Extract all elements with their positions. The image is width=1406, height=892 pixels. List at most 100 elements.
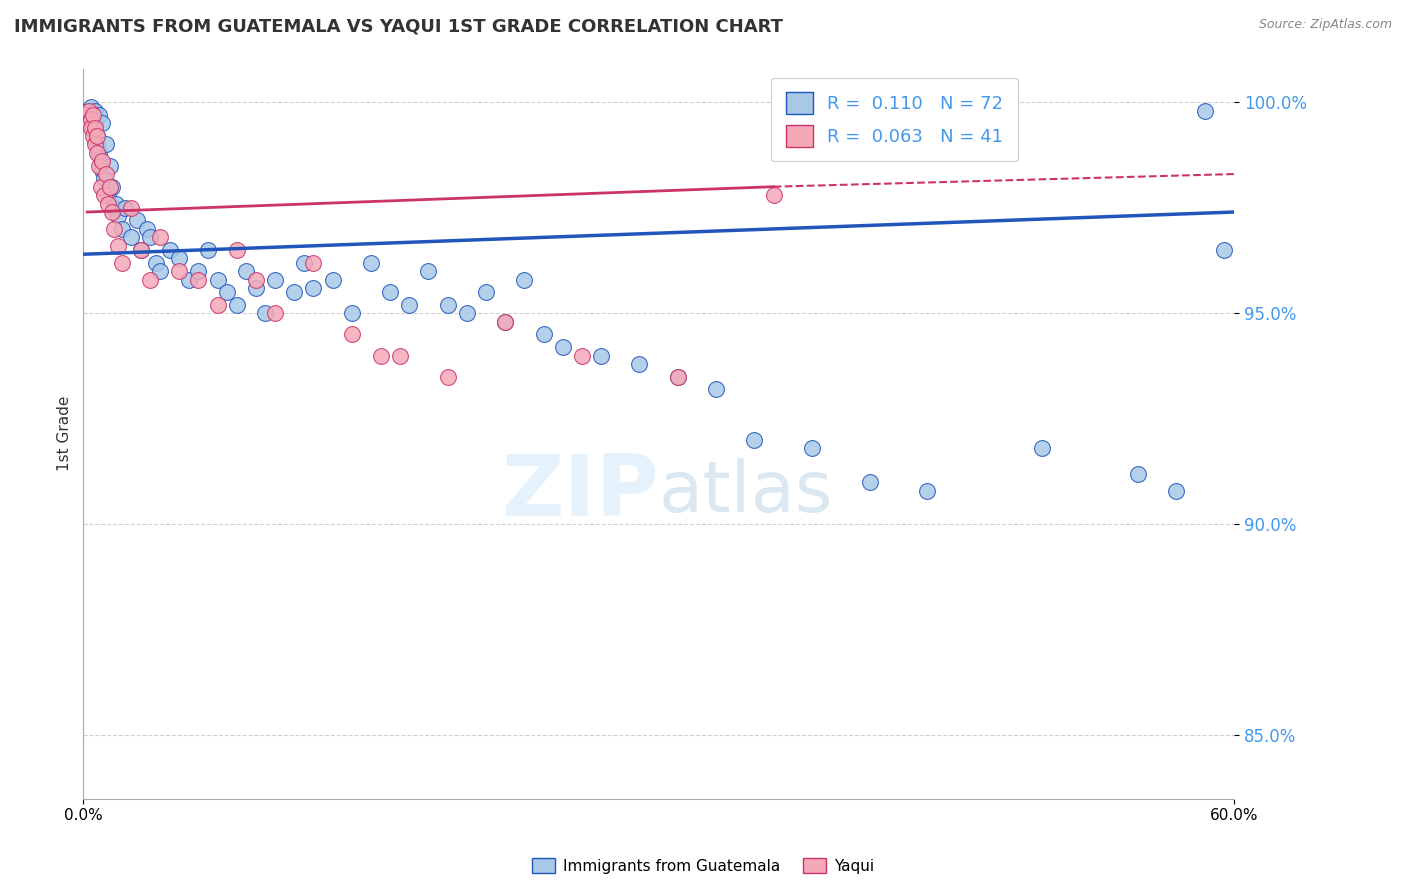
Point [1126,467,1149,481]
Point [283,285,305,300]
Point [1213,243,1236,257]
Point [82,120,104,135]
Point [494,315,516,329]
Point [666,369,689,384]
Point [149,230,172,244]
Point [83,137,105,152]
Legend: R =  0.110   N = 72, R =  0.063   N = 41: R = 0.110 N = 72, R = 0.063 N = 41 [772,78,1018,161]
Point [762,188,785,202]
Point [86,145,108,160]
Point [551,340,574,354]
Point [86,129,108,144]
Point [91,162,114,177]
Point [91,154,114,169]
Point [101,205,124,219]
Point [97,196,120,211]
Point [103,201,125,215]
Point [591,349,613,363]
Point [104,196,127,211]
Point [858,475,880,490]
Point [86,137,108,152]
Point [125,213,148,227]
Point [197,243,219,257]
Point [82,112,104,127]
Point [340,327,363,342]
Point [82,129,104,144]
Point [475,285,498,300]
Point [207,298,229,312]
Point [111,222,134,236]
Point [159,243,181,257]
Point [90,154,112,169]
Point [149,264,172,278]
Point [120,201,142,215]
Point [101,179,124,194]
Point [187,272,209,286]
Point [1194,103,1216,118]
Point [704,382,727,396]
Point [139,272,162,286]
Point [436,369,458,384]
Point [225,243,247,257]
Text: IMMIGRANTS FROM GUATEMALA VS YAQUI 1ST GRADE CORRELATION CHART: IMMIGRANTS FROM GUATEMALA VS YAQUI 1ST G… [14,18,783,36]
Point [322,272,344,286]
Point [82,108,104,122]
Point [93,188,115,202]
Point [97,188,120,202]
Text: atlas: atlas [658,458,832,526]
Point [80,99,103,113]
Point [915,483,938,498]
Point [87,145,110,160]
Point [87,159,110,173]
Point [302,255,325,269]
Point [456,306,478,320]
Point [76,108,98,122]
Point [80,112,103,127]
Point [225,298,247,312]
Point [378,285,401,300]
Point [628,357,651,371]
Point [494,315,516,329]
Point [418,264,440,278]
Point [83,120,105,135]
Point [139,230,162,244]
Y-axis label: 1st Grade: 1st Grade [58,396,72,471]
Point [129,243,152,257]
Point [114,201,136,215]
Point [83,116,105,130]
Point [436,298,458,312]
Point [388,349,411,363]
Point [264,306,287,320]
Point [135,222,157,236]
Point [91,116,114,130]
Point [235,264,257,278]
Point [96,167,118,181]
Point [1031,442,1053,456]
Point [217,285,239,300]
Point [90,179,112,194]
Point [111,255,134,269]
Point [167,252,190,266]
Point [264,272,287,286]
Point [96,137,118,152]
Point [666,369,689,384]
Point [744,433,766,447]
Point [801,442,824,456]
Point [145,255,167,269]
Point [533,327,555,342]
Point [302,281,325,295]
Point [513,272,536,286]
Point [103,222,125,236]
Point [571,349,593,363]
Point [98,159,121,173]
Text: ZIP: ZIP [501,450,658,533]
Point [120,230,142,244]
Point [167,264,190,278]
Point [1166,483,1188,498]
Point [292,255,315,269]
Point [177,272,200,286]
Point [207,272,229,286]
Point [129,243,152,257]
Point [83,103,105,118]
Point [98,179,121,194]
